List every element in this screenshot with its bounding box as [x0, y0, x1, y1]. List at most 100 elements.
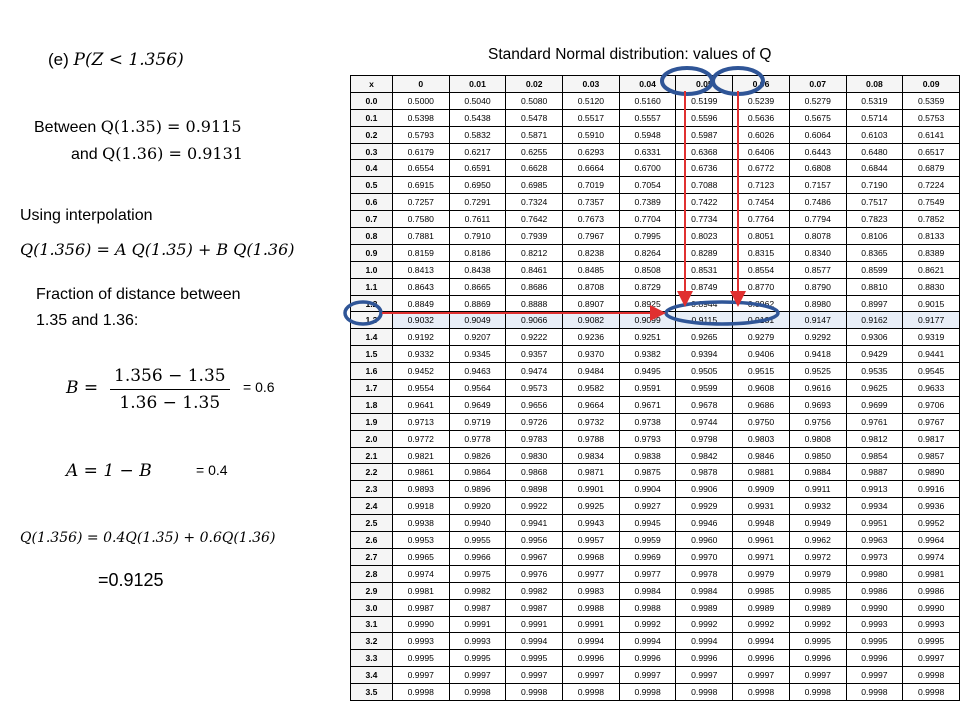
table-cell: 0.9854 — [845, 446, 904, 465]
table-row: 3.2 0.9993 0.9993 0.9994 0.9994 0.9994 0.9994 0… — [350, 632, 960, 651]
table-cell: 0.7852 — [902, 210, 960, 229]
table-cell: 0.9938 — [391, 514, 450, 533]
table-row: 0.4 0.6554 0.6591 0.6628 0.6664 0.6700 0.6736 0… — [350, 159, 960, 178]
table-cell: 0.9292 — [788, 328, 847, 347]
table-cell: 0.9515 — [732, 362, 790, 381]
table-cell: 0.8925 — [618, 294, 677, 313]
table-cell: 0.8485 — [562, 260, 620, 279]
table-cell: 0.9803 — [732, 429, 790, 448]
table-cell: 0.9990 — [391, 615, 450, 634]
column-header: 0.05 — [675, 75, 734, 93]
table-cell: 0.6915 — [391, 176, 450, 195]
table-cell: 0.9319 — [902, 328, 960, 347]
row-header: 1.2 — [350, 294, 393, 313]
table-cell: 0.9985 — [788, 581, 847, 600]
table-cell: 0.9997 — [675, 666, 734, 685]
table-cell: 0.9671 — [618, 395, 677, 414]
table-row: 0.8 0.7881 0.7910 0.7939 0.7967 0.7995 0.8023 0… — [350, 227, 960, 245]
a-result: = 0.4 — [196, 462, 228, 478]
table-row: 2.6 0.9953 0.9955 0.9956 0.9957 0.9959 0.9960 0… — [350, 531, 960, 549]
table-cell: 0.5793 — [391, 125, 450, 144]
table-cell: 0.8365 — [845, 243, 904, 262]
table-cell: 0.8729 — [618, 277, 677, 296]
table-cell: 0.9992 — [675, 615, 734, 634]
between-expression: Q(1.35) = 0.9115 — [100, 117, 242, 136]
table-cell: 0.9082 — [562, 311, 620, 330]
table-cell: 0.6808 — [788, 159, 847, 178]
table-cell: 0.9988 — [562, 598, 620, 617]
table-cell: 0.9738 — [618, 412, 677, 431]
table-cell: 0.9996 — [788, 649, 847, 668]
table-cell: 0.9474 — [505, 362, 564, 381]
table-cell: 0.9878 — [675, 463, 734, 482]
table-cell: 0.9066 — [505, 311, 564, 330]
table-cell: 0.9656 — [505, 395, 564, 414]
table-cell: 0.8212 — [505, 243, 564, 262]
table-cell: 0.9913 — [845, 480, 904, 499]
table-row: 0.5 0.6915 0.6950 0.6985 0.7019 0.7054 0.7088 0… — [350, 176, 960, 195]
fraction-label-line-2: 1.35 and 1.36: — [36, 312, 139, 329]
table-cell: 0.9989 — [732, 598, 790, 617]
table-cell: 0.9975 — [448, 564, 507, 583]
table-cell: 0.9279 — [732, 328, 790, 347]
table-cell: 0.9750 — [732, 412, 790, 431]
table-cell: 0.9222 — [505, 328, 564, 347]
table-cell: 0.9997 — [562, 666, 620, 685]
table-cell: 0.9959 — [618, 531, 677, 549]
table-cell: 0.9962 — [788, 531, 847, 549]
table-cell: 0.9982 — [448, 581, 507, 600]
table-cell: 0.9983 — [562, 581, 620, 600]
table-cell: 0.7995 — [618, 227, 677, 245]
table-cell: 0.7389 — [618, 193, 677, 212]
table-cell: 0.9744 — [675, 412, 734, 431]
row-header: 1.8 — [350, 395, 393, 414]
table-cell: 0.9951 — [845, 514, 904, 533]
table-row: 0.0 0.5000 0.5040 0.5080 0.5120 0.5160 0.5199 0… — [350, 91, 960, 110]
table-cell: 0.8810 — [845, 277, 904, 296]
table-cell: 0.9884 — [788, 463, 847, 482]
table-cell: 0.9904 — [618, 480, 677, 499]
table-cell: 0.9306 — [845, 328, 904, 347]
table-row: 1.6 0.9452 0.9463 0.9474 0.9484 0.9495 0.9505 0… — [350, 362, 960, 381]
table-cell: 0.9871 — [562, 463, 620, 482]
fraction-label-line-1: Fraction of distance between — [36, 286, 241, 303]
table-cell: 0.8051 — [732, 227, 790, 245]
table-cell: 0.6950 — [448, 176, 507, 195]
table-header-row: x 0 0.01 0.02 0.03 0.04 0.05 0.06 0.07 0.08 0.09 — [350, 75, 960, 93]
table-cell: 0.9846 — [732, 446, 790, 465]
table-cell: 0.9992 — [618, 615, 677, 634]
table-cell: 0.5517 — [562, 108, 620, 127]
table-cell: 0.9981 — [902, 564, 960, 583]
table-cell: 0.7549 — [902, 193, 960, 212]
and-word: and — [71, 146, 103, 163]
table-cell: 0.7088 — [675, 176, 734, 195]
table-cell: 0.9994 — [732, 632, 790, 651]
row-header: 1.1 — [350, 277, 393, 296]
table-cell: 0.8708 — [562, 277, 620, 296]
table-cell: 0.7939 — [505, 227, 564, 245]
table-cell: 0.9525 — [788, 362, 847, 381]
table-cell: 0.9808 — [788, 429, 847, 448]
table-cell: 0.7734 — [675, 210, 734, 229]
row-header: 0.1 — [350, 108, 393, 127]
table-cell: 0.9956 — [505, 531, 564, 549]
table-cell: 0.9943 — [562, 514, 620, 533]
table-cell: 0.9798 — [675, 429, 734, 448]
table-cell: 0.6700 — [618, 159, 677, 178]
table-cell: 0.9875 — [618, 463, 677, 482]
table-cell: 0.9971 — [732, 547, 790, 566]
table-cell: 0.9049 — [448, 311, 507, 330]
and-line: and Q(1.36) = 0.9131 — [71, 144, 243, 164]
row-header: 3.0 — [350, 598, 393, 617]
table-cell: 0.9896 — [448, 480, 507, 499]
table-cell: 0.5714 — [845, 108, 904, 127]
table-cell: 0.9979 — [732, 564, 790, 583]
table-cell: 0.7019 — [562, 176, 620, 195]
table-cell: 0.8599 — [845, 260, 904, 279]
column-header: 0.06 — [732, 75, 790, 93]
table-cell: 0.8770 — [732, 277, 790, 296]
table-row: 1.3 0.9032 0.9049 0.9066 0.9082 0.9099 0.9115 0… — [350, 311, 960, 330]
table-cell: 0.8389 — [902, 243, 960, 262]
table-cell: 0.9251 — [618, 328, 677, 347]
table-cell: 0.5080 — [505, 91, 564, 110]
